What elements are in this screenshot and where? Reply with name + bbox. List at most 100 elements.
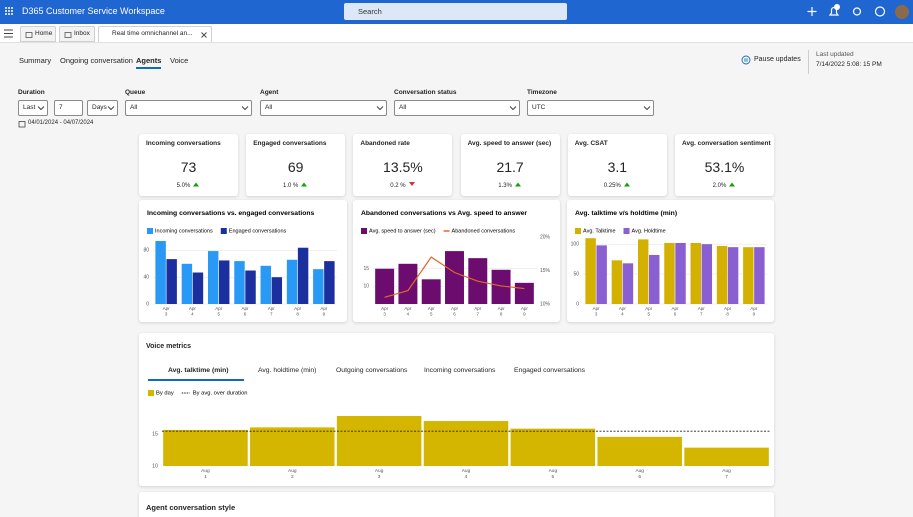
voice-chart: By day By avg. over duration 10 15 Aug 1 Aug 2 A… [148,390,770,480]
filter-label: Duration [18,89,45,96]
tab-icon [25,32,33,38]
metric-tab[interactable]: Avg. holdtime (min) [258,367,317,374]
kpi-title: Incoming conversations [146,140,221,147]
chart-title: Incoming conversations vs. engaged conve… [147,210,315,217]
bar [675,242,686,304]
chevron [37,106,45,111]
filter-label: Timezone [527,89,557,96]
duration-count[interactable]: 7 [54,100,83,116]
calendar-icon [18,121,26,128]
x-tick-label: Apr 4 [619,306,627,317]
pause-button[interactable]: Pause updates [754,56,801,63]
y-tick-label: 15 [152,432,158,438]
kpi-trend-arrow [193,182,200,187]
trend-triangle [729,182,736,187]
dropdown[interactable]: UTC [527,100,654,116]
field-value: All [265,104,273,111]
kpi-change-text: 0.25% [603,183,621,189]
duration-mode[interactable]: Last [18,100,48,116]
chevron-path [376,106,384,111]
search-box[interactable]: Search [344,3,567,20]
kpi-change: 5.0% [139,181,238,189]
kpi-card: Avg. conversation sentiment 53.1% 2.0% [675,134,774,196]
dropdown[interactable]: All [394,100,520,116]
new-icon[interactable] [807,7,817,16]
pause-bars [744,58,748,62]
bar [271,277,283,304]
waffle-icon[interactable] [5,7,13,15]
metric-tab[interactable]: Avg. talktime (min) [168,367,229,374]
nav-item[interactable]: Agents [136,56,162,65]
voice-card: Voice metrics Avg. talktime (min) Avg. hol… [139,333,774,486]
x-tick-label: Apr 6 [451,306,459,317]
kpi-value: 53.1% [704,159,745,175]
bar [245,270,256,304]
bar [260,265,271,304]
chevron-path [241,106,249,111]
chevron [107,106,115,111]
menu-icon[interactable] [3,24,17,43]
bar [445,251,464,304]
dropdown[interactable]: All [260,100,387,116]
metric-tab[interactable]: Outgoing conversations [336,367,408,374]
bar [491,269,511,304]
bar [649,254,660,304]
field-value: Last [23,104,36,111]
section-title: Agent conversation style [146,503,236,512]
help-icon[interactable] [874,6,886,17]
chevron [643,106,651,111]
x-tick-label: Apr 7 [268,306,276,317]
tab-label: Real time omnichannel an... [112,30,193,37]
app-title: D365 Customer Service Workspace [22,6,165,16]
dropdown[interactable]: All [125,100,252,116]
x-tick-label: Apr 5 [645,306,653,317]
x-tick-label: Apr 8 [724,306,732,317]
bar [250,427,335,466]
bar [597,436,682,466]
y-tick-label: 0 [146,301,149,307]
y-tick-label: 10 [152,463,158,469]
kpi-trend-arrow [408,182,415,186]
chart: Abandoned conversations vs Avg. speed to… [361,210,551,317]
calendar-shape [18,121,26,128]
duration-unit[interactable]: Days [87,100,118,116]
metric-tab[interactable]: Engaged conversations [514,367,586,374]
bar [622,263,634,304]
chart-card: Incoming conversations vs. engaged conve… [139,200,347,322]
bar [510,428,596,466]
tab[interactable]: Home [20,26,56,42]
x-tick-label: Apr 5 [215,306,223,317]
legend-swatch [575,228,581,234]
kpi-card: Avg. CSAT 3.1 0.25% [567,134,667,196]
bar [166,259,177,304]
chevron-path [37,106,45,111]
kpi-card: Avg. speed to answer (sec) 21.7 1.3% [460,134,560,196]
page-header: Summary Ongoing conversation Agents Voice Pa… [0,43,913,132]
metric-tab[interactable]: Incoming conversations [424,367,496,374]
search-placeholder: Search [358,7,382,16]
x-tick-label: Aug 5 [549,468,558,480]
y-tick-label: 0 [576,301,579,307]
kpi-trend-arrow [729,182,736,187]
bar [324,261,335,304]
chart: Avg. talktime v/s holdtime (min) Avg. Tal… [571,210,767,317]
kpi-card: Engaged conversations 69 1.0 % [246,134,346,196]
kpi-title: Avg. conversation sentiment [682,140,771,147]
metric-tab-underline [148,379,244,381]
active-tab[interactable]: Real time omnichannel an... [98,26,212,42]
tab-label: Home [35,30,53,37]
bar [219,260,230,304]
x-tick-label: Apr 4 [189,306,197,317]
avatar[interactable] [895,5,909,19]
kpi-value: 13.5% [383,159,423,175]
nav-item[interactable]: Ongoing conversation [60,56,133,65]
nav-item[interactable]: Voice [170,56,189,65]
nav-item[interactable]: Summary [19,56,52,65]
x-tick-label: Apr 8 [294,306,302,317]
tab[interactable]: Inbox [59,26,95,42]
chart-title: Avg. talktime v/s holdtime (min) [575,210,677,217]
x-tick-label: Apr 9 [521,306,529,317]
kpi-change: 0.2 % [353,181,452,189]
trend-triangle [408,182,415,186]
settings-icon[interactable] [852,7,862,16]
